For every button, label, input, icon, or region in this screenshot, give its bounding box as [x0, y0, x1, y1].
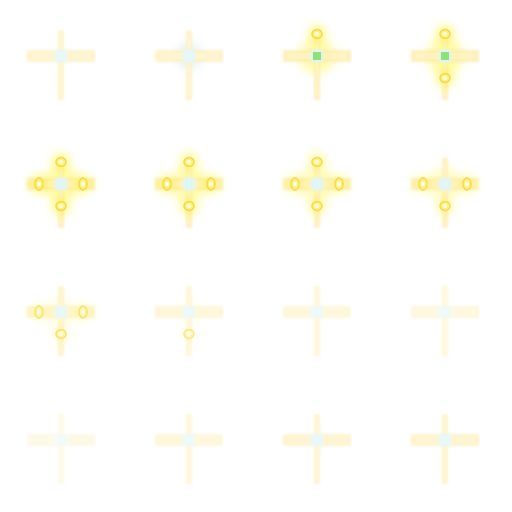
- pod-center-down: [58, 203, 64, 209]
- cross-arm-vertical-inner: [443, 162, 447, 224]
- pod-center-up: [186, 159, 192, 165]
- sparkle-11: [283, 286, 351, 356]
- sparkle-4: [411, 25, 479, 100]
- cross-arm-vertical-inner: [59, 34, 63, 96]
- pod-center-up: [442, 31, 448, 37]
- cross-arm-vertical-inner: [315, 34, 319, 96]
- sparkle-3: [283, 25, 351, 100]
- core-square: [311, 178, 323, 190]
- sprite-frame-3: [256, 0, 384, 128]
- core-square: [311, 306, 323, 318]
- cross-arm-vertical-inner: [443, 34, 447, 96]
- cross-arm-vertical-inner: [187, 290, 191, 352]
- pod-center-up: [58, 159, 64, 165]
- cross-arm-vertical-inner: [315, 418, 319, 480]
- sparkle-13: [27, 414, 95, 484]
- sprite-frame-9: [0, 256, 128, 384]
- pod-center-up: [314, 159, 320, 165]
- pod-center-down: [186, 331, 192, 337]
- core-square: [55, 178, 67, 190]
- core-square: [55, 306, 67, 318]
- pod-center-down: [58, 331, 64, 337]
- cross-arm-vertical-inner: [443, 290, 447, 352]
- pod-center-left: [421, 181, 425, 187]
- cross-arm-vertical-inner: [187, 34, 191, 96]
- pod-center-left: [165, 181, 169, 187]
- sparkle-7: [283, 153, 351, 228]
- pod-center-right: [81, 309, 85, 315]
- sparkle-5: [27, 153, 95, 228]
- sprite-frame-8: [384, 128, 512, 256]
- sprite-frame-11: [256, 256, 384, 384]
- sparkle-12: [411, 286, 479, 356]
- cross-arm-vertical-inner: [443, 418, 447, 480]
- sprite-frame-14: [128, 384, 256, 512]
- sparkle-16: [411, 414, 479, 484]
- pod-center-down: [314, 203, 320, 209]
- core-square: [183, 178, 195, 190]
- core-square: [183, 306, 195, 318]
- sprite-frame-2: [128, 0, 256, 128]
- sprite-frame-13: [0, 384, 128, 512]
- sprite-frame-6: [128, 128, 256, 256]
- cross-arm-vertical: [186, 414, 192, 484]
- core-square: [183, 434, 195, 446]
- cross-arm-vertical: [314, 286, 320, 356]
- sparkle-14: [155, 414, 223, 484]
- pod-center-up: [314, 31, 320, 37]
- core-square: [439, 306, 451, 318]
- core-square: [55, 50, 67, 62]
- pod-center-right: [337, 181, 341, 187]
- sprite-frame-5: [0, 128, 128, 256]
- pod-center-right: [209, 181, 213, 187]
- pod-center-left: [37, 309, 41, 315]
- core-square: [183, 50, 195, 62]
- core-hot: [441, 52, 449, 60]
- pod-center-down: [442, 75, 448, 81]
- core-square: [311, 434, 323, 446]
- sparkle-2: [155, 30, 223, 100]
- sprite-frame-1: [0, 0, 128, 128]
- pod-center-down: [186, 203, 192, 209]
- cross-arm-vertical-inner: [59, 418, 63, 480]
- cross-arm-vertical-inner: [187, 418, 191, 480]
- sparkle-15: [283, 414, 351, 484]
- pod-center-down: [442, 203, 448, 209]
- cross-arm-vertical-inner: [315, 290, 319, 352]
- sparkle-10: [155, 286, 223, 356]
- sparkle-8: [411, 158, 479, 228]
- cross-arm-vertical: [442, 286, 448, 356]
- sprite-frame-12: [384, 256, 512, 384]
- sprite-frame-10: [128, 256, 256, 384]
- cross-arm-vertical-inner: [59, 162, 63, 224]
- cross-arm-vertical: [58, 414, 64, 484]
- sprite-frame-7: [256, 128, 384, 256]
- sparkle-6: [155, 153, 223, 228]
- sparkle-1: [27, 30, 95, 100]
- pod-center-left: [37, 181, 41, 187]
- core-square: [439, 178, 451, 190]
- sprite-frame-16: [384, 384, 512, 512]
- core-square: [439, 434, 451, 446]
- pod-center-left: [293, 181, 297, 187]
- core-square: [55, 434, 67, 446]
- sparkle-9: [27, 286, 95, 356]
- cross-arm-vertical-inner: [315, 162, 319, 224]
- sprite-frame-4: [384, 0, 512, 128]
- pod-center-right: [81, 181, 85, 187]
- core-hot: [313, 52, 321, 60]
- pod-center-right: [465, 181, 469, 187]
- sprite-frame-15: [256, 384, 384, 512]
- cross-arm-vertical-inner: [187, 162, 191, 224]
- cross-arm-vertical-inner: [59, 290, 63, 352]
